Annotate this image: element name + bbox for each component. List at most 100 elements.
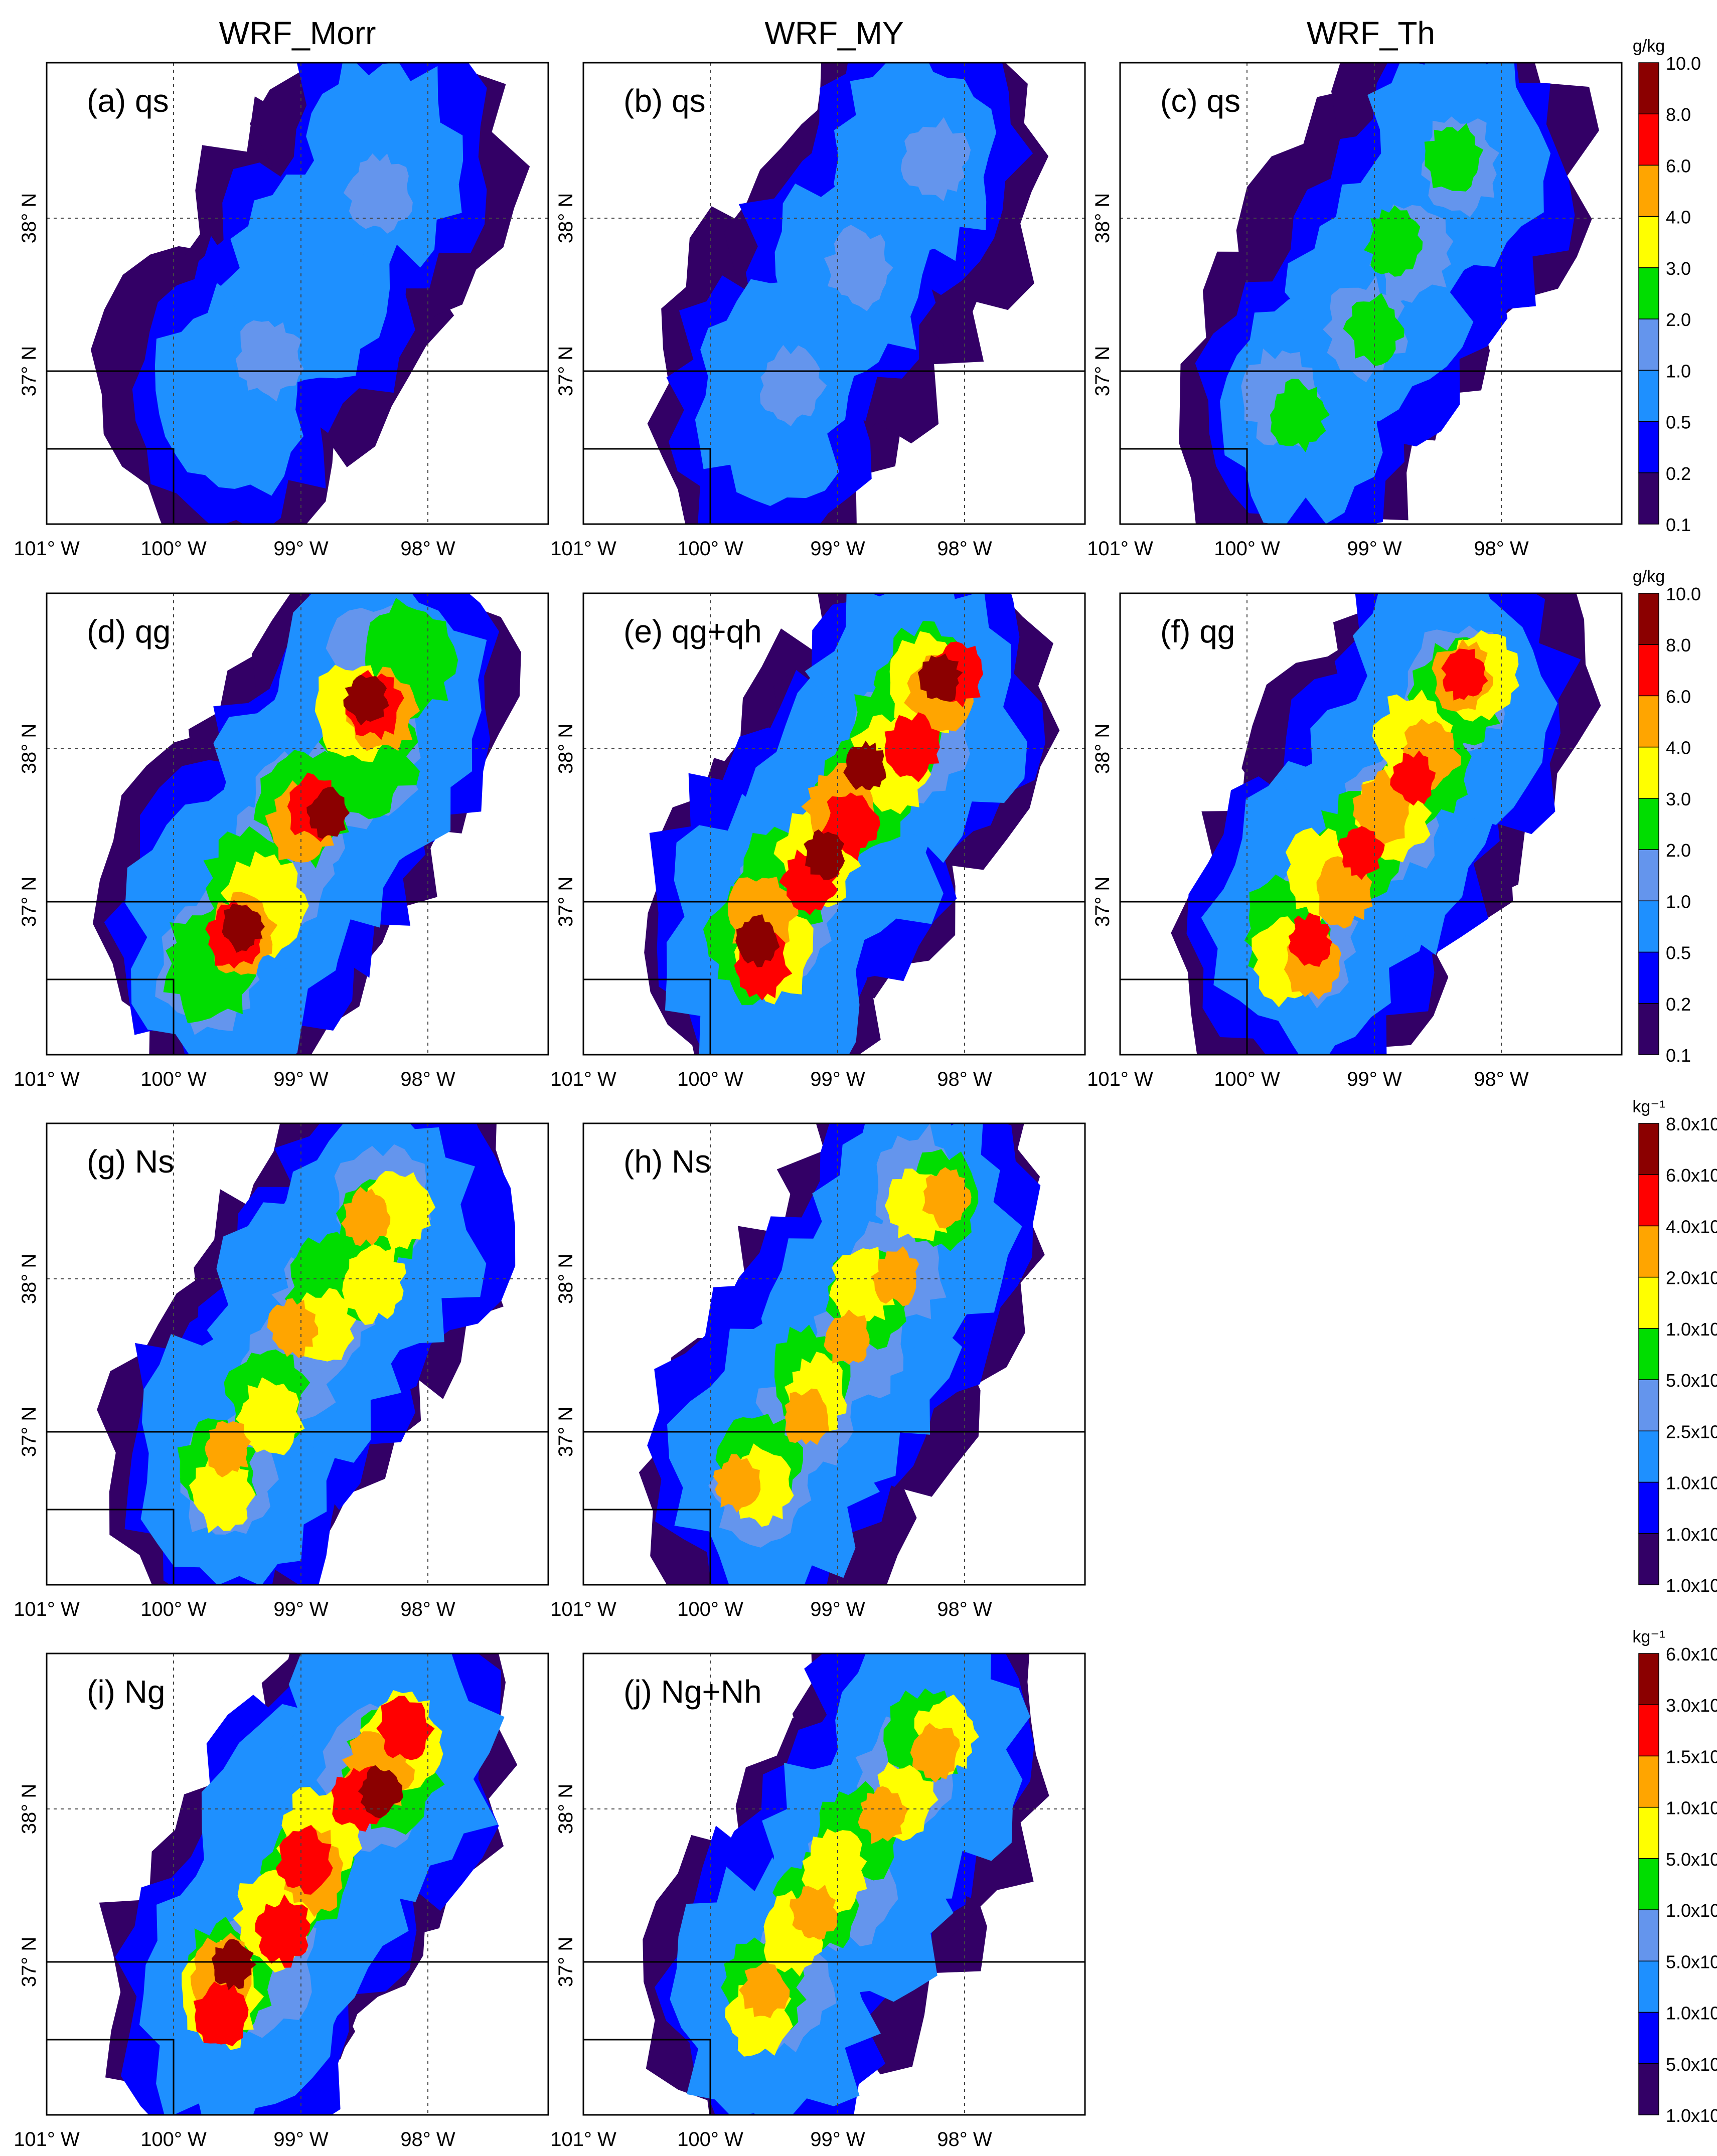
lon-tick-label: 100° W: [140, 1598, 207, 1620]
field-contours-a: [91, 63, 530, 524]
contour-level: [804, 829, 845, 880]
colorbar-tick-label: 0.1: [1666, 1045, 1691, 1066]
colorbar-swatch: [1638, 1704, 1659, 1757]
colorbar-tick-label: 0.2: [1666, 994, 1691, 1015]
colorbar-tick-label: 1.5x10⁴: [1666, 1746, 1717, 1767]
colorbar-tick-label: 8.0: [1666, 104, 1691, 125]
colorbar-swatch: [1638, 1960, 1659, 2013]
colorbar-swatch: [1638, 1653, 1659, 1705]
contour-level: [824, 1309, 870, 1365]
colorbar-mix1: 10.0 8.0 6.0 4.0 3.0 2.0 1.0 0.5 0.2 0.1 g/kg: [1633, 37, 1701, 535]
lon-tick-label: 98° W: [400, 538, 455, 560]
lon-tick-label: 100° W: [677, 538, 743, 560]
contour-level: [917, 653, 963, 702]
lat-tick-label: 37° N: [18, 1937, 40, 1987]
lon-tick-label: 99° W: [810, 2128, 865, 2150]
contour-level: [306, 786, 350, 839]
contour-level: [910, 1723, 960, 1783]
colorbar-tick-label: 2.0: [1666, 840, 1691, 861]
colorbar-swatch: [1638, 472, 1659, 525]
lon-tick-label: 100° W: [140, 2128, 207, 2150]
colorbar-swatch: [1638, 2012, 1659, 2064]
panel-frame: [46, 62, 549, 525]
panhandle-border: [47, 448, 175, 524]
map-panel-e: (e) qg+qh 101° W 100° W 99° W 98° W 38° N 37° …: [550, 592, 1086, 1090]
panel-frame: [582, 62, 1086, 525]
contour-level: [785, 1388, 829, 1445]
colorbar-swatch: [1638, 1806, 1659, 1859]
field-contours-c: [1179, 63, 1599, 524]
colorbar-tick-label: 1.0: [1666, 361, 1691, 381]
colorbar-swatch: [1638, 1174, 1659, 1227]
panel-frame: [46, 1122, 549, 1586]
colorbar-swatch: [1638, 1276, 1659, 1329]
colorbar-tick-label: 10.0: [1666, 53, 1701, 74]
panhandle-border: [47, 1509, 175, 1585]
panel-label: (b) qs: [623, 83, 706, 119]
lat-tick-label: 38° N: [18, 1254, 40, 1304]
lat-tick-label: 38° N: [555, 193, 577, 244]
contour-level: [267, 1298, 319, 1358]
panel-label: (i) Ng: [87, 1674, 165, 1710]
contour-level: [211, 1939, 257, 1991]
colorbar-swatch: [1638, 1533, 1659, 1585]
colorbar-tick-label: 0.5: [1666, 943, 1691, 963]
panhandle-border: [583, 2039, 711, 2115]
field-contours-h: [639, 1123, 1045, 1585]
lat-tick-label: 37° N: [18, 346, 40, 397]
panel-label: (j) Ng+Nh: [623, 1674, 762, 1710]
colorbar-tick-label: 2.0: [1666, 309, 1691, 330]
panel-frame: [582, 1122, 1086, 1586]
colorbar-tick-label: 1.0: [1666, 891, 1691, 912]
lon-tick-label: 99° W: [273, 538, 329, 560]
map-panel-i: (i) Ng 101° W 100° W 99° W 98° W 38° N 37° N: [14, 1652, 549, 2150]
lat-tick-label: 38° N: [555, 1254, 577, 1304]
lon-tick-label: 99° W: [1347, 1068, 1402, 1090]
lon-tick-label: 98° W: [937, 2128, 992, 2150]
colorbar-tick-label: 3.0: [1666, 258, 1691, 279]
colorbar-swatch: [1638, 798, 1659, 850]
panhandle-border: [1120, 448, 1248, 524]
map-panel-g: (g) Ns 101° W 100° W 99° W 98° W 38° N 37° N: [14, 1122, 549, 1620]
contour-level: [900, 117, 971, 202]
lat-tick-label: 37° N: [18, 877, 40, 927]
panhandle-border: [583, 448, 711, 524]
colorbar-swatch: [1638, 644, 1659, 697]
panel-frame: [1119, 62, 1623, 525]
field-contours-b: [647, 63, 1049, 524]
panel-label: (d) qg: [87, 613, 171, 649]
colorbar-unit: kg⁻¹: [1632, 1097, 1665, 1116]
lon-tick-label: 98° W: [937, 1068, 992, 1090]
lon-tick-label: 100° W: [677, 1598, 743, 1620]
contour-level: [255, 1894, 310, 1968]
lat-tick-label: 38° N: [1091, 193, 1114, 244]
map-panel-f: (f) qg 101° W 100° W 99° W 98° W 38° N 37° N: [1087, 592, 1623, 1090]
lon-tick-label: 100° W: [677, 2128, 743, 2150]
contour-level: [235, 320, 304, 402]
panel-label: (f) qg: [1160, 613, 1235, 649]
contour-level: [759, 345, 827, 427]
contour-level: [236, 1377, 305, 1455]
colorbar-tick-label: 4.0: [1666, 738, 1691, 758]
colorbar-tick-label: 6.0: [1666, 686, 1691, 707]
field-contours-e: [644, 593, 1060, 1055]
lon-tick-label: 98° W: [937, 538, 992, 560]
colorbar-swatch: [1638, 900, 1659, 953]
contour-level: [843, 740, 886, 790]
map-panel-a: (a) qs 101° W 100° W 99° W 98° W 38° N 37° N: [14, 62, 549, 560]
panhandle-border: [583, 978, 711, 1055]
colorbar-tick-label: 0.1: [1666, 515, 1691, 535]
column-title-my: WRF_MY: [764, 15, 903, 51]
colorbar-unit: kg⁻¹: [1632, 1627, 1665, 1646]
lon-tick-label: 100° W: [1214, 1068, 1280, 1090]
contour-level: [1364, 205, 1423, 277]
